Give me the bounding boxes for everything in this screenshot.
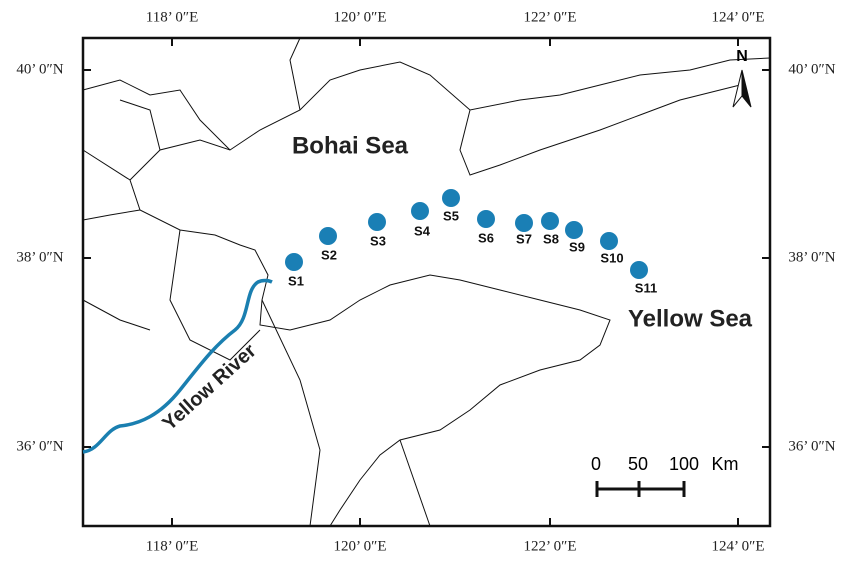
station xyxy=(411,202,429,220)
station-label: S9 xyxy=(569,239,585,254)
lon-label: 120’ 0″E xyxy=(333,9,386,25)
yellow-river xyxy=(82,278,273,454)
scale-label: 100 xyxy=(669,454,699,474)
border xyxy=(82,37,301,361)
coastline xyxy=(82,149,611,527)
coastlines xyxy=(82,37,771,527)
lat-label: 36’ 0″N xyxy=(788,438,835,454)
lon-label: 124’ 0″E xyxy=(711,538,764,554)
station xyxy=(600,232,618,250)
station xyxy=(319,227,337,245)
north-arrow: N xyxy=(732,48,752,108)
station xyxy=(541,212,559,230)
station-label: S4 xyxy=(414,223,431,238)
scale-label: 0 xyxy=(591,454,601,474)
lon-label: 120’ 0″E xyxy=(333,538,386,554)
station-label: S2 xyxy=(321,247,337,262)
lat-label: 40’ 0″N xyxy=(788,61,835,77)
lat-label: 38’ 0″N xyxy=(788,249,835,265)
lon-label: 122’ 0″E xyxy=(523,9,576,25)
station-label: S7 xyxy=(516,231,532,246)
lat-label: 40’ 0″N xyxy=(16,61,63,77)
station xyxy=(515,214,533,232)
station-label: S6 xyxy=(478,230,494,245)
lon-label: 118’ 0″E xyxy=(146,9,199,25)
coastline xyxy=(459,84,741,176)
station xyxy=(630,261,648,279)
station xyxy=(565,221,583,239)
lat-label: 36’ 0″N xyxy=(16,438,63,454)
station xyxy=(285,253,303,271)
station xyxy=(477,210,495,228)
station xyxy=(368,213,386,231)
lat-label: 38’ 0″N xyxy=(16,249,63,265)
station-label: S10 xyxy=(600,250,623,265)
north-label: N xyxy=(736,48,748,65)
lon-label: 124’ 0″E xyxy=(711,9,764,25)
scale-unit: Km xyxy=(712,454,739,474)
coastline xyxy=(129,57,771,181)
station-label: S3 xyxy=(370,233,386,248)
lon-label: 118’ 0″E xyxy=(146,538,199,554)
scale-bar: 0 50 100 Km xyxy=(591,454,739,497)
station xyxy=(442,189,460,207)
scale-label: 50 xyxy=(628,454,648,474)
sea-label: Yellow Sea xyxy=(628,305,753,332)
station-label: S5 xyxy=(443,208,459,223)
station-label: S1 xyxy=(288,273,304,288)
map-frame xyxy=(81,36,772,528)
north-arrow-right xyxy=(741,69,752,108)
sea-label: Bohai Sea xyxy=(292,132,409,159)
lon-label: 122’ 0″E xyxy=(523,538,576,554)
border xyxy=(261,299,431,527)
station-label: S11 xyxy=(635,280,657,295)
station-label: S8 xyxy=(543,231,559,246)
